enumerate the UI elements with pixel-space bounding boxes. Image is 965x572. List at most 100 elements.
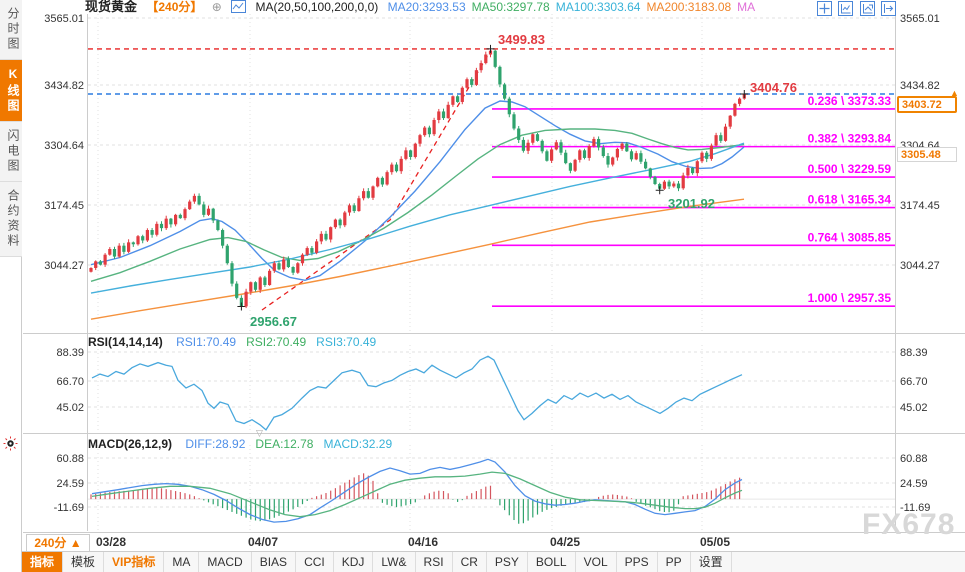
left-sidebar: 分时图 K线图 闪电图 合约资料 xyxy=(0,0,22,572)
svg-text:3565.01: 3565.01 xyxy=(900,13,940,25)
pan-right-tool-icon[interactable] xyxy=(881,1,896,16)
svg-text:3565.01: 3565.01 xyxy=(44,13,84,25)
ma-value: MA xyxy=(737,0,756,14)
svg-text:3434.82: 3434.82 xyxy=(44,80,84,92)
sidebar-tab-1[interactable]: 分时图 xyxy=(0,0,22,60)
rsi-value: RSI3:70.49 xyxy=(316,335,377,349)
svg-text:0.236 \ 3373.33: 0.236 \ 3373.33 xyxy=(808,94,892,108)
svg-text:05/05: 05/05 xyxy=(700,535,730,549)
ma-formula: MA(20,50,100,200,0,0) xyxy=(255,0,379,14)
ma-value: MA100:3303.64 xyxy=(555,0,641,14)
macd-value: DEA:12.78 xyxy=(255,437,314,451)
rsi-value: RSI2:70.49 xyxy=(246,335,307,349)
indicator-toolbar: 指标 模板 VIP指标 MA MACD BIAS CCI KDJ LW& RSI CR PSY BOLL… xyxy=(22,551,965,572)
svg-text:3044.27: 3044.27 xyxy=(900,260,940,272)
svg-text:3304.64: 3304.64 xyxy=(44,140,84,152)
indicator-settings-sun-icon[interactable] xyxy=(3,436,18,451)
macd-params: MACD(26,12,9) xyxy=(88,437,173,451)
svg-text:60.88: 60.88 xyxy=(56,453,84,465)
toolbar-item-MA[interactable]: MA xyxy=(164,552,200,572)
svg-text:0.618 \ 3165.34: 0.618 \ 3165.34 xyxy=(808,193,892,207)
svg-text:45.02: 45.02 xyxy=(900,402,928,414)
svg-text:0.382 \ 3293.84: 0.382 \ 3293.84 xyxy=(808,132,892,146)
scale-chart-tool-icon[interactable] xyxy=(859,1,875,16)
axis-price-tag-2: 3305.48 xyxy=(897,147,957,162)
svg-text:66.70: 66.70 xyxy=(56,376,84,388)
macd-legend: MACD(26,12,9) DIFF:28.92 DEA:12.78 MACD:32… xyxy=(88,437,412,451)
price-up-arrow-icon: ▲ xyxy=(950,88,959,98)
svg-text:60.88: 60.88 xyxy=(900,453,928,465)
toolbar-item-CR[interactable]: CR xyxy=(453,552,487,572)
toolbar-item-PSY[interactable]: PSY xyxy=(487,552,528,572)
svg-text:0.500 \ 3229.59: 0.500 \ 3229.59 xyxy=(808,162,892,176)
fit-chart-tool-icon[interactable] xyxy=(838,1,854,16)
sidebar-tab-2[interactable]: K线图 xyxy=(0,60,22,122)
ma-value: MA50:3297.78 xyxy=(471,0,550,14)
sidebar-tab-4[interactable]: 合约资料 xyxy=(0,182,22,257)
timeframe-selector[interactable]: 240分 ▲ xyxy=(26,534,90,552)
svg-text:3201.92: 3201.92 xyxy=(668,196,715,211)
ma-legend-values: MA20:3293.53 MA50:3297.78 MA100:3303.64 MA2… xyxy=(388,0,762,14)
toolbar-item-BOLL[interactable]: BOLL xyxy=(528,552,576,572)
toolbar-item-LW&[interactable]: LW& xyxy=(373,552,416,572)
toolbar-item-CCI[interactable]: CCI xyxy=(296,552,334,572)
svg-text:1.000 \ 2957.35: 1.000 \ 2957.35 xyxy=(808,291,892,305)
svg-text:88.39: 88.39 xyxy=(56,347,84,359)
toolbar-item-KDJ[interactable]: KDJ xyxy=(334,552,374,572)
rsi-params: RSI(14,14,14) xyxy=(88,335,163,349)
toolbar-item-设置[interactable]: 设置 xyxy=(691,552,732,572)
toolbar-item-PPS[interactable]: PPS xyxy=(617,552,658,572)
svg-text:3404.76: 3404.76 xyxy=(750,80,797,95)
chart-header: 现货黄金 【240分】 ⊕ MA(20,50,100,200,0,0) MA20… xyxy=(85,0,767,14)
macd-value: DIFF:28.92 xyxy=(185,437,246,451)
toolbar-item-MACD[interactable]: MACD xyxy=(199,552,252,572)
ma-value: MA200:3183.08 xyxy=(646,0,732,14)
svg-text:24.59: 24.59 xyxy=(900,478,928,490)
toolbar-item-VIP指标[interactable]: VIP指标 xyxy=(104,552,165,572)
svg-text:88.39: 88.39 xyxy=(900,347,928,359)
crosshair-tool-icon[interactable] xyxy=(816,1,832,16)
panel-divider-handle-icon[interactable]: ▽ xyxy=(256,428,263,438)
toolbar-item-BIAS[interactable]: BIAS xyxy=(252,552,297,572)
rsi-legend-values: RSI1:70.49 RSI2:70.49 RSI3:70.49 xyxy=(176,335,386,349)
toolbar-item-PP[interactable]: PP xyxy=(658,552,691,572)
svg-text:2956.67: 2956.67 xyxy=(250,314,297,329)
svg-text:0.764 \ 3085.85: 0.764 \ 3085.85 xyxy=(808,230,892,244)
watermark: FX678 xyxy=(862,508,956,541)
add-indicator-icon[interactable]: ⊕ xyxy=(211,0,222,14)
rsi-value: RSI1:70.49 xyxy=(176,335,237,349)
timeframe-value: 240分 xyxy=(34,536,67,550)
svg-text:66.70: 66.70 xyxy=(900,376,928,388)
svg-text:24.59: 24.59 xyxy=(56,478,84,490)
sidebar-tab-list: 分时图 K线图 闪电图 合约资料 xyxy=(0,0,22,257)
toolbar-item-VOL[interactable]: VOL xyxy=(576,552,617,572)
svg-text:04/16: 04/16 xyxy=(408,535,438,549)
svg-text:3174.45: 3174.45 xyxy=(44,200,84,212)
sidebar-tab-3[interactable]: 闪电图 xyxy=(0,122,22,182)
svg-text:3174.45: 3174.45 xyxy=(900,200,940,212)
timeframe-label[interactable]: 【240分】 xyxy=(146,0,203,14)
toolbar-item-模板[interactable]: 模板 xyxy=(63,552,105,572)
axis-price-tag-1: 3403.72 xyxy=(897,96,957,113)
toolbar-item-RSI[interactable]: RSI xyxy=(416,552,453,572)
svg-text:-11.69: -11.69 xyxy=(54,502,84,514)
svg-text:04/07: 04/07 xyxy=(248,535,278,549)
svg-text:03/28: 03/28 xyxy=(96,535,126,549)
ma-value: MA20:3293.53 xyxy=(387,0,466,14)
symbol-name: 现货黄金 xyxy=(85,0,138,14)
timeframe-arrow-icon: ▲ xyxy=(69,536,82,550)
svg-text:3499.83: 3499.83 xyxy=(498,32,545,47)
toolbar-item-指标[interactable]: 指标 xyxy=(22,552,64,572)
rsi-legend: RSI(14,14,14) RSI1:70.49 RSI2:70.49 RSI3:7… xyxy=(88,335,396,349)
svg-text:45.02: 45.02 xyxy=(56,402,84,414)
indicator-chart-icon[interactable] xyxy=(231,0,247,13)
svg-text:3044.27: 3044.27 xyxy=(44,260,84,272)
svg-text:04/25: 04/25 xyxy=(550,535,580,549)
toolbar-item-list: 指标 模板 VIP指标 MA MACD BIAS CCI KDJ LW& RSI CR PSY BOLL… xyxy=(22,552,732,572)
svg-text:-11.69: -11.69 xyxy=(900,502,930,514)
svg-text:3434.82: 3434.82 xyxy=(900,80,940,92)
macd-value: MACD:32.29 xyxy=(323,437,393,451)
chart-toolbox xyxy=(815,1,896,19)
